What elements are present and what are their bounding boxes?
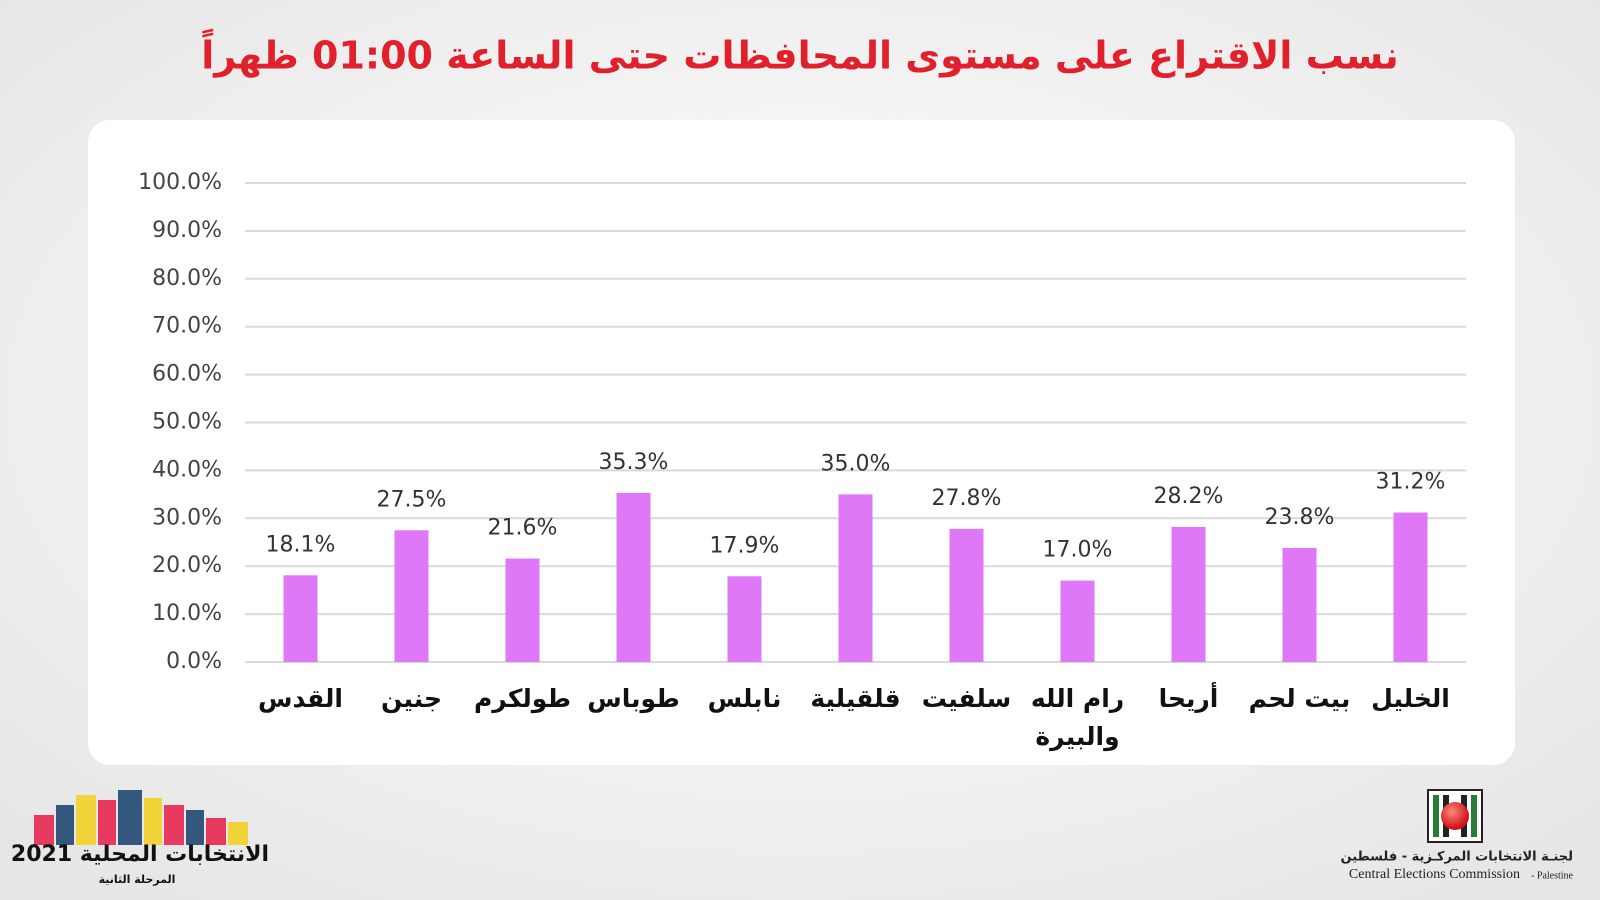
x-tick-label: القدس (258, 684, 343, 713)
y-tick-label: 90.0% (152, 218, 222, 243)
event-title: الانتخابات المحلية 2021 (11, 842, 269, 867)
bar (505, 558, 540, 662)
value-label: 28.2% (1154, 484, 1224, 509)
value-label: 35.0% (821, 451, 891, 476)
chart-title: نسب الاقتراع على مستوى المحافظات حتى الس… (201, 28, 1398, 77)
x-tick-label: جنين (381, 684, 442, 714)
commission-country: - Palestine (1531, 870, 1573, 881)
x-tick-label: نابلس (708, 684, 782, 713)
commission-logo: لجنـة الانتخابات المركـزية - فلسطين Cent… (1341, 789, 1574, 882)
commission-arabic: لجنـة الانتخابات المركـزية - فلسطين (1341, 850, 1574, 865)
value-label: 17.0% (1043, 538, 1113, 563)
bar (1393, 512, 1428, 662)
y-tick-label: 50.0% (152, 410, 222, 435)
commission-english: Central Elections Commission (1349, 867, 1520, 882)
x-tick-label: طوباس (587, 684, 680, 714)
bar (1060, 580, 1095, 662)
value-label: 18.1% (266, 532, 336, 557)
x-tick-label: رام الله والبيرة (1031, 684, 1124, 752)
value-label: 17.9% (710, 533, 780, 558)
event-phase: المرحلة الثانية (99, 873, 176, 886)
x-tick-label: قلقيلية (810, 684, 900, 713)
y-tick-label: 0.0% (166, 649, 222, 674)
x-tick-label: سلفيت (922, 684, 1011, 713)
y-tick-label: 60.0% (152, 362, 222, 387)
bar (616, 492, 651, 662)
value-label: 21.6% (488, 516, 558, 541)
value-label: 27.5% (377, 487, 447, 512)
bar (1171, 526, 1206, 662)
value-label: 31.2% (1376, 470, 1446, 495)
y-tick-label: 70.0% (152, 314, 222, 339)
bar (394, 530, 429, 662)
value-label: 23.8% (1265, 505, 1335, 530)
y-tick-label: 30.0% (152, 505, 222, 530)
y-tick-label: 20.0% (152, 553, 222, 578)
bar (1282, 547, 1317, 662)
x-tick-label: الخليل (1371, 684, 1450, 713)
bar (838, 494, 873, 662)
plot-panel (88, 120, 1515, 765)
x-tick-label: طولكرم (474, 684, 571, 714)
y-tick-label: 80.0% (152, 266, 222, 291)
y-tick-label: 100.0% (138, 170, 222, 195)
x-tick-label: أريحا (1159, 682, 1219, 713)
x-tick-label: بيت لحم (1249, 684, 1351, 713)
bar (283, 575, 318, 662)
value-label: 35.3% (599, 450, 669, 475)
value-label: 27.8% (932, 486, 1002, 511)
bar (949, 528, 984, 662)
event-logo: الانتخابات المحلية 2021 المرحلة الثانية (11, 790, 269, 886)
y-tick-label: 10.0% (152, 601, 222, 626)
y-tick-label: 40.0% (152, 457, 222, 482)
bar (727, 576, 762, 662)
